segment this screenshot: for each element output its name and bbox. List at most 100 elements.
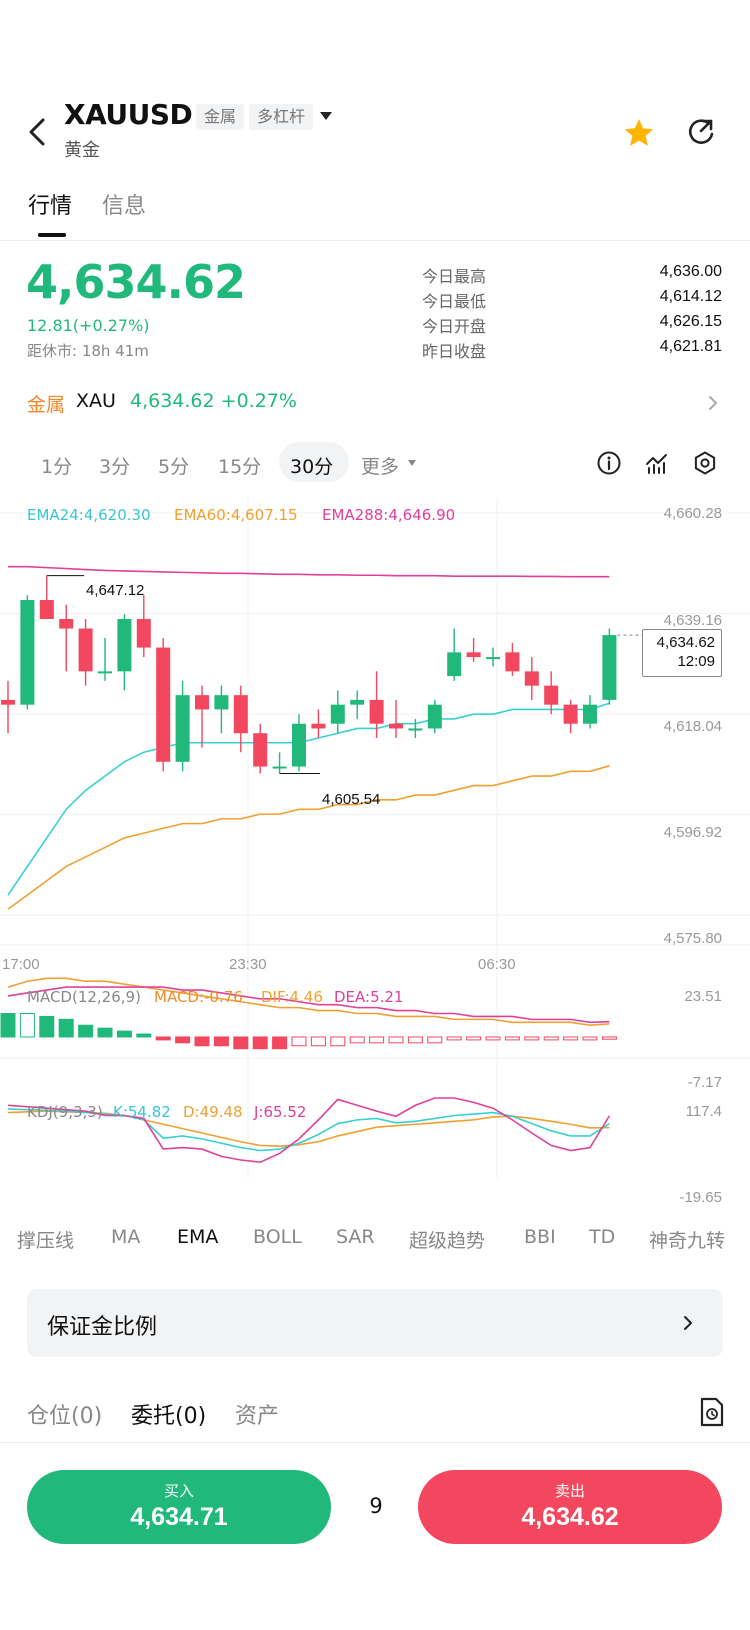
macd-bar [524, 1036, 540, 1041]
margin-ratio-label[interactable]: 保证金比例 [47, 1315, 158, 1340]
kdj-tick-label: 117.4 [685, 1103, 722, 1120]
price-chart[interactable] [0, 498, 750, 1218]
sell-label: 卖出 [554, 1482, 585, 1500]
chevron-right-icon[interactable] [682, 1313, 694, 1333]
timeframe-1m[interactable]: 1分 [41, 456, 73, 478]
candle-body [466, 652, 481, 658]
indicator-sar[interactable]: SAR [336, 1226, 375, 1248]
indicator-boll[interactable]: BOLL [253, 1226, 302, 1248]
candle-countdown: 12:09 [677, 653, 715, 670]
indicator-ema[interactable]: EMA [177, 1226, 219, 1248]
metal-price-change[interactable]: 4,634.62 +0.27% [130, 390, 297, 412]
candle-body [1, 699, 15, 705]
timeframe-5m[interactable]: 5分 [158, 456, 190, 478]
macd-bar [369, 1036, 385, 1044]
active-tab-indicator [38, 233, 66, 237]
macd-bar [543, 1036, 559, 1041]
tab-quote[interactable]: 行情 [28, 194, 73, 219]
candle-body [369, 699, 384, 724]
indicator-td[interactable]: TD [589, 1226, 616, 1248]
timeframe-selected-bg [279, 442, 349, 482]
info-icon[interactable] [596, 450, 622, 476]
back-arrow-icon[interactable] [22, 112, 52, 152]
timeframe-15m[interactable]: 15分 [218, 456, 262, 478]
stat-label-prev-close: 昨日收盘 [422, 342, 487, 361]
metal-category-link[interactable]: 金属 [27, 394, 66, 416]
candle-body [156, 647, 171, 762]
kdj-legend-k: K:54.82 [113, 1103, 171, 1121]
stat-value-open: 4,626.15 [659, 313, 722, 330]
tab-assets[interactable]: 资产 [235, 1404, 280, 1429]
macd-bar [39, 1015, 55, 1038]
macd-bar [155, 1036, 171, 1041]
candle-body [98, 671, 112, 674]
indicator-bbi[interactable]: BBI [524, 1226, 556, 1248]
indicator-ma[interactable]: MA [111, 1226, 141, 1248]
tab-orders[interactable]: 委托(0) [131, 1404, 207, 1429]
macd-bar [19, 1012, 35, 1038]
candle-body [486, 657, 500, 660]
macd-bar [213, 1036, 229, 1047]
category-tag: 金属 [196, 104, 245, 130]
candle-body [427, 704, 442, 729]
tab-positions[interactable]: 仓位(0) [27, 1404, 103, 1429]
indicator-sr-line[interactable]: 撑压线 [17, 1230, 75, 1252]
candle-body [59, 619, 74, 629]
low-marker-label: 4,605.54 [322, 791, 381, 808]
kdj-j-line [7, 1097, 611, 1164]
current-price-tag-value: 4,634.62 [656, 634, 715, 651]
timeframe-30m[interactable]: 30分 [290, 456, 334, 478]
caret-down-icon[interactable] [320, 112, 332, 120]
x-tick-label: 23:30 [229, 956, 267, 973]
stat-label-open: 今日开盘 [422, 317, 487, 336]
timeframe-more[interactable]: 更多 [361, 456, 400, 478]
spread-value: 9 [369, 1494, 383, 1518]
settings-icon[interactable] [692, 450, 718, 476]
candle-body [233, 695, 248, 734]
kdj-legend-d: D:49.48 [183, 1103, 243, 1121]
macd-bar [58, 1018, 74, 1038]
candle-body [602, 635, 617, 700]
macd-bar [0, 1012, 16, 1038]
macd-legend-dif: DIF:4.46 [261, 988, 323, 1006]
indicator-chart-icon[interactable] [644, 450, 670, 476]
y-tick-label: 4,618.04 [663, 718, 722, 735]
macd-bar [310, 1036, 326, 1047]
indicator-magic-nine[interactable]: 神奇九转 [649, 1230, 726, 1252]
metal-code[interactable]: XAU [76, 390, 116, 412]
margin-ratio-row[interactable] [27, 1289, 723, 1357]
macd-bar [563, 1036, 579, 1041]
candle-body [272, 766, 287, 769]
candle-body [311, 723, 326, 729]
macd-bar [136, 1033, 152, 1038]
sell-button[interactable]: 卖出 4,634.62 [418, 1470, 722, 1544]
macd-bar [116, 1030, 132, 1038]
macd-bar [291, 1036, 307, 1047]
tab-info[interactable]: 信息 [102, 194, 147, 219]
candle-body [544, 685, 559, 705]
macd-bar [272, 1036, 288, 1050]
buy-price: 4,634.71 [130, 1503, 228, 1531]
timeframe-3m[interactable]: 3分 [99, 456, 131, 478]
macd-bar [407, 1036, 423, 1044]
price-change: 12.81(+0.27%) [27, 316, 150, 335]
macd-bar [330, 1036, 346, 1047]
refresh-share-icon[interactable] [686, 116, 718, 148]
chevron-right-icon[interactable] [706, 393, 720, 413]
leverage-tag[interactable]: 多杠杆 [249, 104, 314, 130]
macd-bar [466, 1036, 482, 1041]
candle-body [563, 704, 578, 724]
candle-body [117, 619, 132, 672]
more-caret-icon[interactable] [408, 460, 416, 466]
star-favorite-icon[interactable] [622, 116, 656, 150]
candle-body [253, 733, 268, 767]
macd-bar [252, 1036, 268, 1050]
divider [0, 1442, 750, 1443]
candle-body [408, 728, 423, 731]
macd-bar [233, 1036, 249, 1050]
ema60-line [7, 765, 610, 910]
sell-price: 4,634.62 [521, 1503, 619, 1531]
indicator-supertrend[interactable]: 超级趋势 [409, 1230, 486, 1252]
history-document-icon[interactable] [699, 1397, 725, 1427]
buy-button[interactable]: 买入 4,634.71 [27, 1470, 331, 1544]
